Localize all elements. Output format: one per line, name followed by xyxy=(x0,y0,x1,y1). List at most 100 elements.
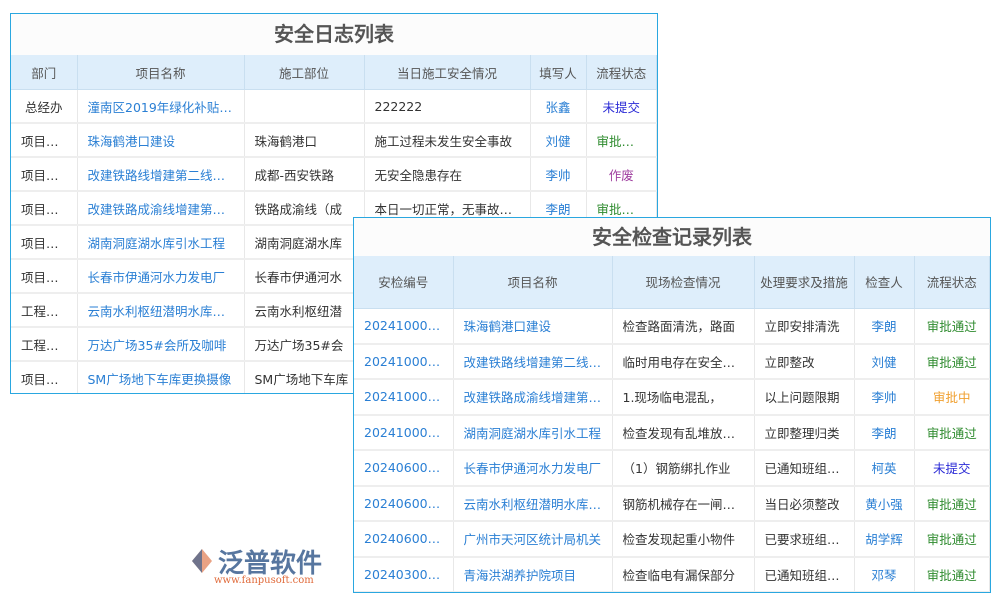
column-header: 安检编号 xyxy=(354,256,454,309)
table-cell: 立即整改 xyxy=(754,343,855,380)
table-cell: 铁路成渝线（成 xyxy=(244,191,365,226)
table-row[interactable]: 2024100001 湖南洞庭湖水库引水工程 检查发现有乱堆放现象 立即整理归类 李朗审… xyxy=(354,414,990,451)
table-cell[interactable]: 刘健 xyxy=(530,123,587,158)
table-cell[interactable]: 改建铁路成渝线增建第二线 xyxy=(77,191,245,226)
table-cell[interactable]: 2024030001 xyxy=(354,556,454,592)
table-cell[interactable]: 长春市伊通河水力发电厂 xyxy=(77,259,245,294)
table-cell[interactable]: 李朗 xyxy=(854,308,915,345)
table-cell: 已通知班组整改 xyxy=(754,450,855,487)
table-cell[interactable]: 改建铁路成渝线增建第二线 xyxy=(453,379,613,416)
table-row[interactable]: 2024060002 广州市天河区统计局机关 检查发现起重小物件 已要求班组整改 胡学辉… xyxy=(354,521,990,558)
table-cell[interactable]: 湖南洞庭湖水库引水工程 xyxy=(453,414,613,451)
table-cell[interactable]: 李朗 xyxy=(854,414,915,451)
status-cell: 审批通过 xyxy=(914,556,990,592)
table-cell[interactable]: 黄小强 xyxy=(854,485,915,522)
table-cell: 施工过程未发生安全事故 xyxy=(364,123,531,158)
status-cell: 审批通过 xyxy=(914,414,990,451)
status-cell: 审批通过 xyxy=(586,123,657,158)
table-cell: 项目三部 xyxy=(11,123,78,158)
table-cell[interactable]: 云南水利枢纽潜明水库一期 xyxy=(77,293,245,328)
table-cell[interactable]: 刘健 xyxy=(854,343,915,380)
table-cell[interactable]: 2024100003 xyxy=(354,343,454,380)
table-row[interactable]: 2024060004 长春市伊通河水力发电厂 （1）钢筋绑扎作业 已通知班组整改 柯英未… xyxy=(354,450,990,487)
column-header: 当日施工安全情况 xyxy=(364,55,531,90)
table-cell[interactable]: 青海洪湖养护院项目 xyxy=(453,556,613,592)
table-cell[interactable]: 2024100001 xyxy=(354,414,454,451)
logo-name: 泛普软件 xyxy=(218,549,323,579)
table-row[interactable]: 总经办 潼南区2019年绿化补贴项目 222222 张鑫 未提交 xyxy=(11,89,657,124)
safety-inspection-panel: 安全检查记录列表 安检编号 项目名称 现场检查情况 处理要求及措施 检查人 流程状态 202… xyxy=(353,217,991,593)
table-cell: 222222 xyxy=(364,89,531,124)
table-cell[interactable]: 2024060002 xyxy=(354,521,454,558)
column-header: 现场检查情况 xyxy=(612,256,755,309)
table-cell: 工程管理部 xyxy=(11,327,78,362)
table-cell[interactable]: 胡学辉 xyxy=(854,521,915,558)
safety-log-title: 安全日志列表 xyxy=(11,14,657,55)
column-header: 部门 xyxy=(11,55,78,90)
column-header: 流程状态 xyxy=(586,55,657,90)
column-header: 项目名称 xyxy=(453,256,613,309)
table-cell[interactable]: 张鑫 xyxy=(530,89,587,124)
table-cell: 以上问题限期 xyxy=(754,379,855,416)
logo-icon xyxy=(192,549,212,573)
table-cell: 临时用电存在安全隐患 xyxy=(612,343,755,380)
table-cell[interactable]: 珠海鹤港口建设 xyxy=(77,123,245,158)
logo-url: www.fanpusoft.com xyxy=(214,575,314,586)
status-cell: 未提交 xyxy=(586,89,657,124)
table-cell[interactable]: 柯英 xyxy=(854,450,915,487)
table-cell[interactable]: 珠海鹤港口建设 xyxy=(453,308,613,345)
column-header: 项目名称 xyxy=(77,55,245,90)
status-cell: 审批通过 xyxy=(914,308,990,345)
status-cell: 作废 xyxy=(586,157,657,192)
table-cell[interactable]: 2024100004 xyxy=(354,308,454,345)
table-cell[interactable]: 广州市天河区统计局机关 xyxy=(453,521,613,558)
table-cell: （1）钢筋绑扎作业 xyxy=(612,450,755,487)
table-cell: 湖南洞庭湖水库 xyxy=(244,225,365,260)
table-cell: 已要求班组整改 xyxy=(754,521,855,558)
column-header: 流程状态 xyxy=(914,256,990,309)
table-cell: 总经办 xyxy=(11,89,78,124)
table-cell[interactable]: 李帅 xyxy=(854,379,915,416)
table-cell: 无安全隐患存在 xyxy=(364,157,531,192)
table-cell[interactable]: 湖南洞庭湖水库引水工程 xyxy=(77,225,245,260)
table-row[interactable]: 2024100003 改建铁路线增建第二线直通 临时用电存在安全隐患 立即整改 刘健 审批… xyxy=(354,343,990,380)
table-row[interactable]: 2024060003 云南水利枢纽潜明水库一期 钢筋机械存在一闸多机 当日必须整改 黄小… xyxy=(354,485,990,522)
table-row[interactable]: 2024100004 珠海鹤港口建设 检查路面清洗，路面 立即安排清洗 李朗 审批通过 xyxy=(354,308,990,345)
table-cell xyxy=(244,89,365,124)
table-cell: 立即安排清洗 xyxy=(754,308,855,345)
safety-inspection-table: 安检编号 项目名称 现场检查情况 处理要求及措施 检查人 流程状态 2024100004 珠海… xyxy=(354,256,990,592)
table-cell: 项目一部 xyxy=(11,157,78,192)
column-header: 检查人 xyxy=(854,256,915,309)
fanpu-logo-watermark: 泛普软件 www.fanpusoft.com xyxy=(190,545,330,589)
table-cell: 项目二部 xyxy=(11,361,78,393)
table-cell[interactable]: 改建铁路线增建第二线直通 xyxy=(453,343,613,380)
table-cell: 工程管理部 xyxy=(11,293,78,328)
status-cell: 审批通过 xyxy=(914,343,990,380)
table-cell: 项目二部 xyxy=(11,191,78,226)
table-cell: 检查发现有乱堆放现象 xyxy=(612,414,755,451)
table-row[interactable]: 2024100002 改建铁路成渝线增建第二线 1.现场临电混乱， 以上问题限期 李帅审… xyxy=(354,379,990,416)
status-cell: 审批通过 xyxy=(914,485,990,522)
table-row[interactable]: 项目三部 珠海鹤港口建设 珠海鹤港口 施工过程未发生安全事故 刘健 审批通过 xyxy=(11,123,657,158)
table-cell: 项目一部 xyxy=(11,225,78,260)
safety-inspection-title: 安全检查记录列表 xyxy=(354,218,990,256)
table-cell[interactable]: 云南水利枢纽潜明水库一期 xyxy=(453,485,613,522)
table-row[interactable]: 2024030001 青海洪湖养护院项目 检查临电有漏保部分 已通知班组整改 邓琴 审批通… xyxy=(354,556,990,592)
table-cell[interactable]: 长春市伊通河水力发电厂 xyxy=(453,450,613,487)
table-cell: 项目三部 xyxy=(11,259,78,294)
table-cell[interactable]: SM广场地下车库更换摄像 xyxy=(77,361,245,393)
table-cell[interactable]: 李帅 xyxy=(530,157,587,192)
table-cell[interactable]: 2024060003 xyxy=(354,485,454,522)
table-cell: 万达广场35#会 xyxy=(244,327,365,362)
table-cell[interactable]: 万达广场35#会所及咖啡 xyxy=(77,327,245,362)
table-cell[interactable]: 邓琴 xyxy=(854,556,915,592)
table-cell: 珠海鹤港口 xyxy=(244,123,365,158)
table-row[interactable]: 项目一部 改建铁路线增建第二线直通 成都-西安铁路 无安全隐患存在 李帅 作废 xyxy=(11,157,657,192)
status-cell: 未提交 xyxy=(914,450,990,487)
table-cell[interactable]: 2024060004 xyxy=(354,450,454,487)
status-cell: 审批通过 xyxy=(914,521,990,558)
table-cell: 钢筋机械存在一闸多机 xyxy=(612,485,755,522)
table-cell[interactable]: 2024100002 xyxy=(354,379,454,416)
table-cell[interactable]: 改建铁路线增建第二线直通 xyxy=(77,157,245,192)
table-cell[interactable]: 潼南区2019年绿化补贴项目 xyxy=(77,89,245,124)
